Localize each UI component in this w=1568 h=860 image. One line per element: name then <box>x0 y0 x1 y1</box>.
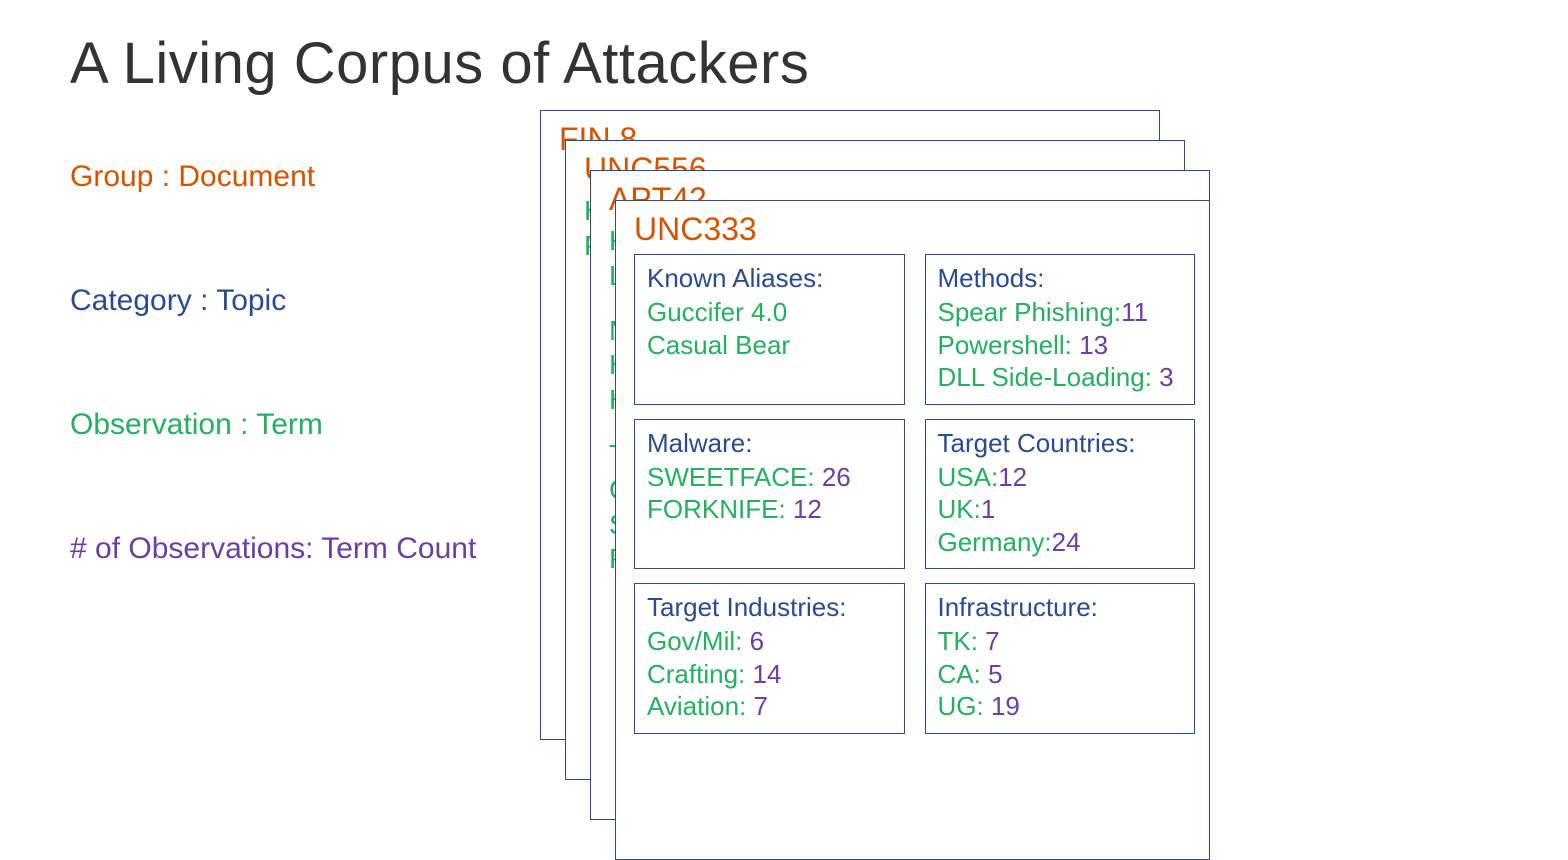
legend-observation: Observation : Term <box>70 408 550 442</box>
observation-count: 24 <box>1052 527 1081 557</box>
category-box: Target Countries:USA:12UK:1Germany:24 <box>925 419 1196 570</box>
observation-line: TK: 7 <box>938 625 1183 658</box>
category-box: Methods:Spear Phishing:11Powershell: 13D… <box>925 254 1196 405</box>
observation-name: Crafting: <box>647 659 753 689</box>
card-title: UNC333 <box>634 211 1195 248</box>
observation-line: UK:1 <box>938 493 1183 526</box>
observation-name: UG: <box>938 691 991 721</box>
observation-name: Aviation: <box>647 691 753 721</box>
observation-line: UG: 19 <box>938 690 1183 723</box>
category-label: Malware: <box>647 428 892 459</box>
page-title: A Living Corpus of Attackers <box>70 30 1498 97</box>
observation-name: Germany: <box>938 527 1052 557</box>
observation-count: 6 <box>750 626 764 656</box>
observation-name: Gov/Mil: <box>647 626 750 656</box>
observation-count: 12 <box>998 462 1027 492</box>
observation-line: Guccifer 4.0 <box>647 296 892 329</box>
observation-line: Crafting: 14 <box>647 658 892 691</box>
observation-name: Powershell: <box>938 330 1080 360</box>
observation-name: CA: <box>938 659 989 689</box>
observation-line: Gov/Mil: 6 <box>647 625 892 658</box>
observation-line: Germany:24 <box>938 526 1183 559</box>
observation-name: TK: <box>938 626 986 656</box>
observation-count: 26 <box>822 462 851 492</box>
category-label: Methods: <box>938 263 1183 294</box>
observation-line: SWEETFACE: 26 <box>647 461 892 494</box>
category-box: Infrastructure:TK: 7CA: 5UG: 19 <box>925 583 1196 734</box>
category-label: Target Countries: <box>938 428 1183 459</box>
category-label: Target Industries: <box>647 592 892 623</box>
observation-name: SWEETFACE: <box>647 462 822 492</box>
observation-count: 14 <box>753 659 782 689</box>
observation-count: 1 <box>981 494 995 524</box>
observation-name: FORKNIFE: <box>647 494 793 524</box>
observation-line: Casual Bear <box>647 329 892 362</box>
legend-count: # of Observations: Term Count <box>70 532 550 566</box>
observation-count: 19 <box>991 691 1020 721</box>
slide: A Living Corpus of Attackers Group : Doc… <box>0 0 1568 819</box>
observation-name: Spear Phishing: <box>938 297 1122 327</box>
observation-count: 7 <box>753 691 767 721</box>
observation-count: 3 <box>1159 362 1173 392</box>
observation-count: 11 <box>1121 297 1148 327</box>
legend-category: Category : Topic <box>70 284 550 318</box>
observation-name: Guccifer 4.0 <box>647 297 787 327</box>
front-card: UNC333 Known Aliases:Guccifer 4.0Casual B… <box>615 200 1210 860</box>
observation-line: Aviation: 7 <box>647 690 892 723</box>
legend: Group : Document Category : Topic Observ… <box>70 160 550 656</box>
observation-count: 5 <box>988 659 1002 689</box>
observation-name: Casual Bear <box>647 330 790 360</box>
observation-line: Spear Phishing:11 <box>938 296 1183 329</box>
category-box: Known Aliases:Guccifer 4.0Casual Bear <box>634 254 905 405</box>
observation-line: Powershell: 13 <box>938 329 1183 362</box>
category-label: Known Aliases: <box>647 263 892 294</box>
observation-line: USA:12 <box>938 461 1183 494</box>
observation-line: DLL Side-Loading: 3 <box>938 361 1183 394</box>
legend-group: Group : Document <box>70 160 550 194</box>
observation-count: 7 <box>985 626 999 656</box>
observation-count: 12 <box>793 494 822 524</box>
observation-line: CA: 5 <box>938 658 1183 691</box>
observation-name: USA: <box>938 462 999 492</box>
observation-name: DLL Side-Loading: <box>938 362 1160 392</box>
category-box: Malware:SWEETFACE: 26FORKNIFE: 12 <box>634 419 905 570</box>
category-label: Infrastructure: <box>938 592 1183 623</box>
observation-line: FORKNIFE: 12 <box>647 493 892 526</box>
observation-count: 13 <box>1079 330 1108 360</box>
category-grid: Known Aliases:Guccifer 4.0Casual Bear Met… <box>634 254 1195 734</box>
observation-name: UK: <box>938 494 981 524</box>
category-box: Target Industries:Gov/Mil: 6Crafting: 14… <box>634 583 905 734</box>
